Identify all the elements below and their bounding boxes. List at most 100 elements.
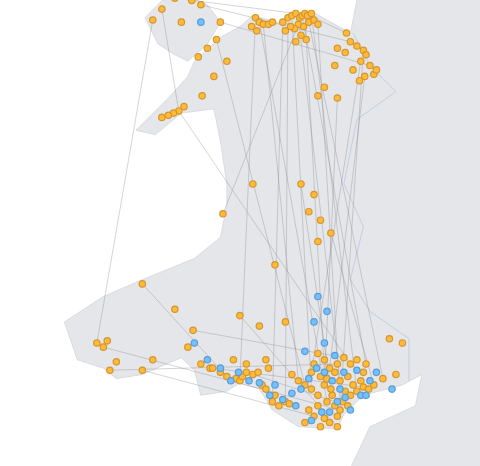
point [293,403,299,409]
point [139,367,145,373]
link [240,316,338,427]
point [334,45,340,51]
map [0,0,480,466]
point [313,365,319,371]
point [107,367,113,373]
point [230,357,236,363]
point [295,378,301,384]
link [162,9,179,111]
point [298,181,304,187]
point [324,398,330,404]
point [347,361,353,367]
point [311,191,317,197]
link [193,330,344,357]
link [301,184,331,389]
point [280,396,286,402]
point [255,369,261,375]
link [259,22,327,401]
point [306,375,312,381]
link [331,233,374,385]
point [337,378,343,384]
point [324,308,330,314]
point [235,369,241,375]
point [326,409,332,415]
point [100,344,106,350]
link [263,24,298,380]
point [350,382,356,388]
point [198,2,204,8]
point [367,62,373,68]
point [198,361,204,367]
point [165,112,171,118]
link [103,347,340,410]
point [282,28,288,34]
point [308,417,314,423]
point [94,340,100,346]
link [330,76,365,368]
point [319,409,325,415]
point [172,0,178,1]
point [250,181,256,187]
point [254,28,260,34]
point [269,19,275,25]
point [329,392,335,398]
point [204,45,210,51]
point [315,21,321,27]
link [216,40,304,385]
point [341,369,347,375]
point [342,49,348,55]
point [198,19,204,25]
point [243,369,249,375]
point [172,306,178,312]
marks [94,0,406,430]
point [373,369,379,375]
point [220,211,226,217]
link [97,20,153,343]
point [321,369,327,375]
point [399,340,405,346]
point [321,357,327,363]
point [328,230,334,236]
point [308,10,314,16]
point [286,401,292,407]
point [308,386,314,392]
point [269,398,275,404]
point [315,403,321,409]
point [178,19,184,25]
point [332,352,338,358]
land-area [64,0,480,466]
point [341,354,347,360]
point [328,386,334,392]
links [97,0,383,427]
link [201,5,351,42]
point [267,392,273,398]
point [321,84,327,90]
point-series [94,0,406,430]
point [237,312,243,318]
point [373,67,379,73]
land-area [145,0,220,61]
point [209,365,215,371]
land [64,0,480,466]
point [350,67,356,73]
point [321,415,327,421]
point [302,419,308,425]
link [213,368,364,387]
point [303,36,309,42]
point [204,357,210,363]
link [240,18,256,381]
link [302,16,366,364]
point [199,93,205,99]
point [246,378,252,384]
point [347,39,353,45]
point [363,361,369,367]
point [363,392,369,398]
point [354,367,360,373]
point [272,382,278,388]
point [317,217,323,223]
point [386,336,392,342]
point [113,359,119,365]
point [360,369,366,375]
point [315,293,321,299]
point [329,378,335,384]
